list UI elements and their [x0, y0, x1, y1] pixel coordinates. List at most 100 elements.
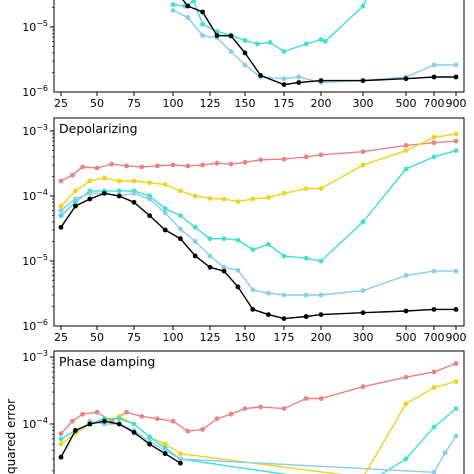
data-point [207, 264, 213, 270]
x-tick-label: 300 [353, 97, 374, 110]
data-point [200, 427, 206, 432]
data-point [228, 33, 234, 39]
data-point [214, 33, 220, 38]
data-point [178, 460, 183, 466]
data-point [73, 196, 78, 202]
data-point [235, 199, 241, 205]
series-group [170, 0, 459, 87]
data-point [87, 196, 93, 202]
data-point [131, 199, 137, 205]
x-tick-label: 150 [235, 331, 256, 344]
data-point [296, 74, 302, 80]
data-point [360, 310, 366, 316]
data-point [431, 62, 437, 68]
data-point [116, 193, 122, 199]
series-line [60, 140, 457, 182]
data-point [258, 157, 263, 163]
data-point [116, 416, 122, 422]
series-line [89, 420, 457, 474]
series-line [60, 380, 457, 474]
data-point [453, 406, 459, 411]
data-point [178, 456, 183, 462]
data-point [453, 62, 459, 68]
data-point [258, 73, 263, 78]
data-point [453, 131, 459, 137]
data-point [221, 268, 227, 274]
data-point [87, 190, 93, 196]
data-point [170, 162, 176, 168]
data-point [228, 161, 234, 167]
data-point [360, 219, 366, 225]
data-point [281, 253, 287, 259]
data-point [250, 247, 256, 253]
y-axis-label: quared error [4, 399, 18, 474]
data-point [192, 253, 198, 259]
data-point [192, 224, 198, 230]
data-point [403, 374, 409, 380]
series-line [60, 149, 457, 262]
data-point [431, 154, 437, 160]
data-point [242, 62, 248, 68]
data-point [296, 80, 302, 85]
data-point [109, 161, 115, 167]
y-tick-label: 10−6 [22, 84, 48, 99]
data-point [70, 172, 75, 178]
data-point [200, 33, 206, 38]
data-point [242, 406, 248, 411]
data-point [453, 148, 459, 154]
data-point [58, 203, 64, 209]
data-point [281, 49, 287, 54]
data-point [178, 451, 183, 457]
data-point [242, 159, 248, 165]
data-point [185, 3, 191, 9]
data-point [73, 428, 78, 433]
data-point [58, 436, 64, 442]
data-point [403, 76, 409, 82]
data-point [170, 418, 176, 424]
data-point [318, 152, 324, 158]
data-point [303, 396, 309, 401]
data-point [431, 74, 437, 80]
data-point [235, 237, 241, 243]
data-point [147, 441, 153, 447]
data-point [80, 164, 85, 170]
data-point [403, 273, 409, 278]
data-point [403, 166, 409, 172]
data-point [360, 3, 366, 9]
data-point [453, 268, 459, 274]
data-point [124, 163, 129, 169]
data-point [131, 178, 137, 184]
x-tick-label: 75 [127, 331, 141, 344]
data-point [102, 175, 107, 181]
x-tick-label: 200 [311, 331, 332, 344]
x-tick-label: 50 [90, 331, 104, 344]
data-point [147, 196, 153, 202]
data-point [403, 456, 409, 462]
x-tick-label: 125 [200, 331, 221, 344]
data-point [70, 418, 75, 424]
data-point [453, 379, 459, 384]
y-tick-label: 10−6 [22, 318, 48, 333]
data-point [318, 396, 324, 401]
series-group [58, 361, 459, 474]
data-point [207, 253, 213, 259]
data-point [185, 163, 191, 169]
data-point [58, 178, 64, 184]
x-tick-label: 150 [235, 97, 256, 110]
data-point [162, 210, 168, 216]
data-point [192, 193, 198, 199]
data-point [303, 314, 309, 319]
data-point [266, 242, 271, 247]
x-tick-label: 25 [54, 331, 68, 344]
data-point [281, 292, 287, 298]
data-point [228, 411, 234, 417]
data-point [360, 149, 366, 155]
data-point [87, 178, 93, 184]
data-point [162, 441, 168, 447]
data-point [318, 78, 324, 83]
series-line [60, 133, 457, 207]
x-tick-label: 900 [446, 97, 467, 110]
data-point [266, 290, 271, 296]
data-point [155, 163, 160, 169]
